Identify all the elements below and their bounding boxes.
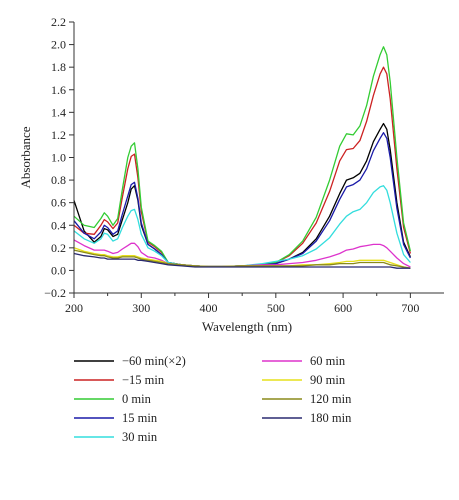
legend-label: −60 min(×2): [122, 354, 186, 368]
series-line-0-min: [73, 46, 412, 268]
y-tick-label: 0.8: [51, 173, 66, 187]
legend-label: −15 min: [122, 373, 165, 387]
series-line-60-min-2: [73, 122, 411, 268]
y-tick-label: 1.4: [51, 105, 66, 119]
y-axis-title: Absorbance: [18, 126, 33, 188]
legend-label: 120 min: [310, 392, 352, 406]
legend-label: 90 min: [310, 373, 346, 387]
y-tick-label: 0.2: [51, 241, 66, 255]
series-line-90-min: [73, 247, 411, 269]
legend-label: 180 min: [310, 411, 352, 425]
y-tick-label: −0.2: [44, 286, 66, 300]
legend: −60 min(×2) −15 min 0 min 15 min 30 min 60 mi…: [74, 354, 352, 444]
series-line-180-min: [73, 252, 411, 269]
legend-label: 30 min: [122, 430, 158, 444]
x-tick-label: 300: [132, 301, 150, 315]
y-tick-label: 2.2: [51, 15, 66, 29]
x-axis-ticks: 200 300 400 500 600 700: [65, 293, 419, 315]
series-line-30-min: [73, 185, 411, 268]
y-tick-label: 1.8: [51, 60, 66, 74]
x-tick-label: 400: [200, 301, 218, 315]
x-tick-label: 600: [334, 301, 352, 315]
legend-label: 15 min: [122, 411, 158, 425]
y-tick-label: 1.6: [51, 83, 66, 97]
x-axis-title: Wavelength (nm): [202, 319, 292, 334]
x-tick-label: 700: [401, 301, 419, 315]
legend-label: 60 min: [310, 354, 346, 368]
y-axis-ticks: −0.2 0.0 0.2 0.4 0.6 0.8 1.0 1.2 1.4 1.6 1.8 2.0 2.2: [44, 15, 74, 300]
y-tick-label: 0.0: [51, 263, 66, 277]
y-tick-label: 0.4: [51, 218, 66, 232]
y-tick-label: 1.0: [51, 151, 66, 165]
x-tick-label: 500: [267, 301, 285, 315]
series-line-15-min: [73, 66, 412, 268]
y-tick-label: 2.0: [51, 38, 66, 52]
y-tick-label: 0.6: [51, 196, 66, 210]
legend-label: 0 min: [122, 392, 152, 406]
y-tick-label: 1.2: [51, 128, 66, 142]
x-tick-label: 200: [65, 301, 83, 315]
plot-area: [73, 46, 412, 269]
